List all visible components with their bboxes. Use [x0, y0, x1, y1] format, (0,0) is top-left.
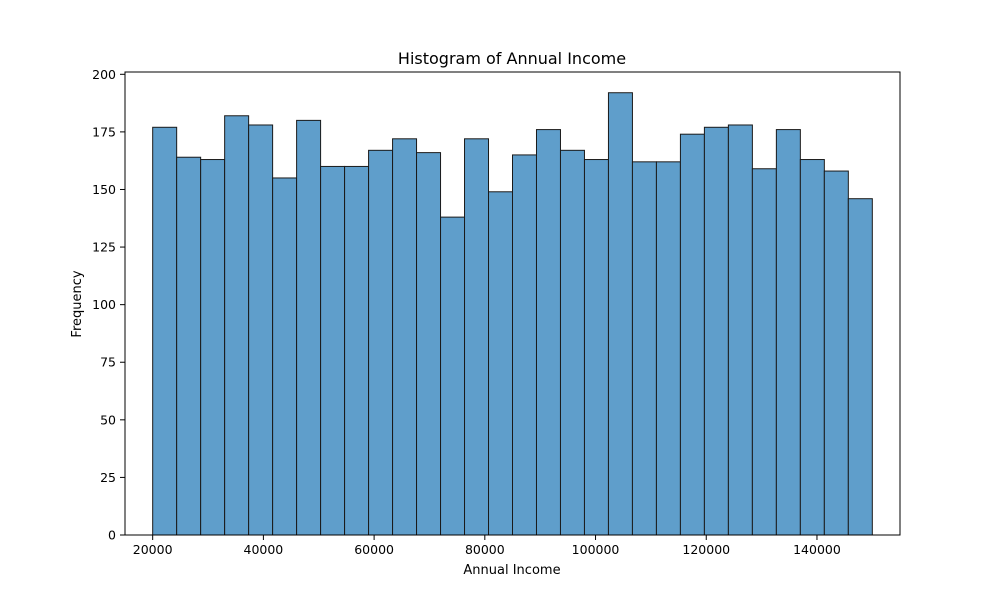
x-axis-label: Annual Income: [463, 563, 560, 578]
histogram-bar: [655, 161, 681, 536]
y-tick-label: 175: [92, 124, 116, 139]
histogram-bar: [344, 165, 370, 536]
x-tick-label: 140000: [793, 542, 841, 557]
x-tick-label: 20000: [133, 542, 173, 557]
histogram-bar: [488, 191, 513, 536]
y-tick-label: 50: [100, 412, 116, 427]
y-tick-label: 125: [92, 240, 116, 255]
histogram-bar: [631, 161, 657, 536]
histogram-bar: [200, 159, 226, 536]
histogram-bar: [799, 159, 825, 536]
x-axis-ticks: 20000 40000 60000 80000 100000 120000 140000: [133, 535, 841, 557]
y-tick-label: 25: [100, 470, 116, 485]
histogram-bar: [703, 126, 729, 536]
histogram-bar: [368, 149, 394, 536]
y-tick-label: 150: [92, 182, 116, 197]
histogram-bar: [248, 124, 274, 536]
histogram-bar: [296, 119, 322, 536]
histogram-bar: [512, 154, 537, 536]
y-axis-ticks: 0 25 50 75 100 125 150 175 200: [92, 67, 125, 543]
histogram-bar: [320, 165, 346, 536]
bars-layer: [152, 92, 873, 536]
y-tick-label: 100: [92, 297, 116, 312]
histogram-bar: [152, 126, 178, 536]
plot-frame: [124, 71, 901, 536]
histogram-bar: [583, 159, 609, 536]
x-tick-label: 60000: [354, 542, 394, 557]
histogram-bar: [416, 152, 442, 536]
histogram-bar: [727, 124, 753, 536]
histogram-bar: [823, 170, 849, 536]
plot-border: [124, 71, 901, 536]
x-tick-label: 80000: [465, 542, 505, 557]
histogram-bar: [559, 149, 585, 536]
y-tick-label: 200: [92, 67, 116, 82]
histogram-bar: [679, 133, 705, 536]
histogram-bar: [751, 168, 777, 536]
histogram-bar: [607, 92, 633, 536]
histogram-bar: [535, 129, 561, 536]
y-tick-label: 0: [108, 528, 116, 543]
histogram-bar: [464, 138, 490, 536]
y-tick-label: 75: [100, 355, 116, 370]
histogram-bar: [272, 177, 298, 536]
x-tick-label: 120000: [682, 542, 730, 557]
x-tick-label: 100000: [572, 542, 620, 557]
histogram-bar: [440, 216, 466, 536]
histogram-bar: [176, 156, 202, 536]
y-axis-label: Frequency: [70, 270, 85, 337]
chart-title: Histogram of Annual Income: [398, 49, 626, 68]
histogram-bar: [775, 129, 801, 536]
histogram-bar: [392, 138, 418, 536]
histogram-bar: [224, 115, 250, 536]
x-tick-label: 40000: [244, 542, 284, 557]
histogram-bar: [847, 198, 873, 536]
